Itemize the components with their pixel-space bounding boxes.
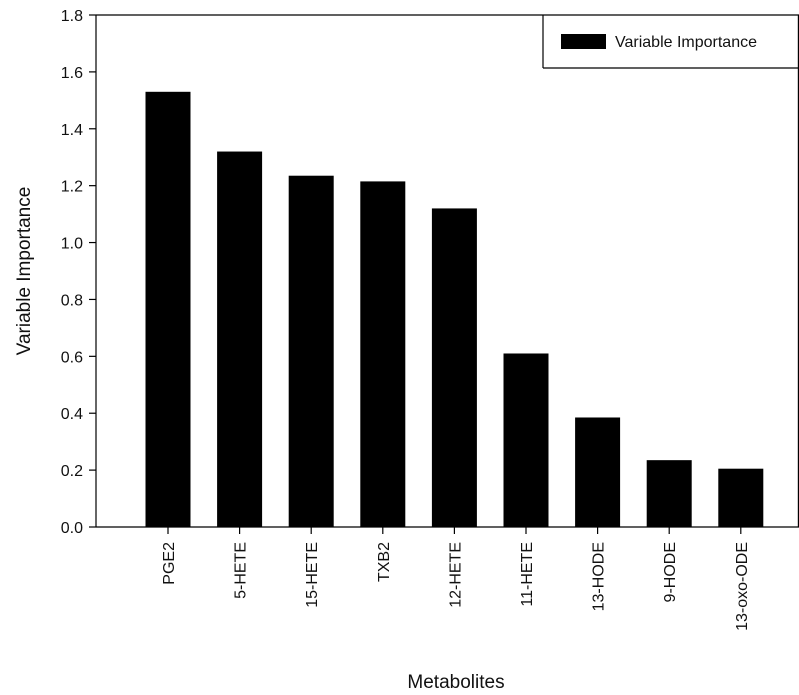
x-tick-label: 5-HETE bbox=[233, 542, 250, 599]
y-tick-label: 1.2 bbox=[61, 179, 83, 196]
y-tick-label: 1.8 bbox=[61, 8, 83, 25]
bar bbox=[718, 468, 764, 527]
x-axis-ticks: PGE2 5-HETE 15-HETE TXB2 12-HETE 11-HETE 13-HO… bbox=[161, 527, 751, 631]
x-tick-label: 13-oxo-ODE bbox=[734, 542, 751, 631]
y-tick-label: 0.8 bbox=[61, 292, 83, 309]
y-axis-title: Variable Importance bbox=[14, 187, 35, 356]
x-tick-label: PGE2 bbox=[161, 542, 178, 585]
x-tick-label: TXB2 bbox=[376, 542, 393, 582]
legend-label: Variable Importance bbox=[615, 34, 757, 51]
x-tick-label: 15-HETE bbox=[304, 542, 321, 608]
x-tick-label: 13-HODE bbox=[591, 542, 608, 611]
bar bbox=[360, 181, 406, 527]
bar bbox=[145, 91, 191, 528]
legend-swatch bbox=[561, 34, 606, 49]
y-tick-label: 0.0 bbox=[61, 520, 83, 537]
x-axis-title: Metabolites bbox=[407, 672, 504, 693]
y-axis-ticks: 0.0 0.2 0.4 0.6 0.8 1.0 1.2 1.4 1.6 1.8 bbox=[61, 8, 96, 537]
bars bbox=[145, 91, 764, 528]
bar bbox=[646, 460, 692, 527]
x-tick-label: 11-HETE bbox=[519, 542, 536, 607]
y-tick-label: 0.2 bbox=[61, 463, 83, 480]
y-tick-label: 0.4 bbox=[61, 406, 83, 423]
x-tick-label: 9-HODE bbox=[662, 542, 679, 602]
bar bbox=[288, 175, 334, 527]
y-tick-label: 1.6 bbox=[61, 65, 83, 82]
bar bbox=[431, 208, 477, 527]
x-tick-label: 12-HETE bbox=[447, 542, 464, 608]
y-tick-label: 0.6 bbox=[61, 349, 83, 366]
bar bbox=[575, 417, 621, 527]
bar bbox=[503, 353, 549, 527]
y-tick-label: 1.4 bbox=[61, 122, 83, 139]
y-tick-label: 1.0 bbox=[61, 236, 83, 253]
bar bbox=[217, 151, 263, 528]
legend: Variable Importance bbox=[542, 15, 799, 69]
